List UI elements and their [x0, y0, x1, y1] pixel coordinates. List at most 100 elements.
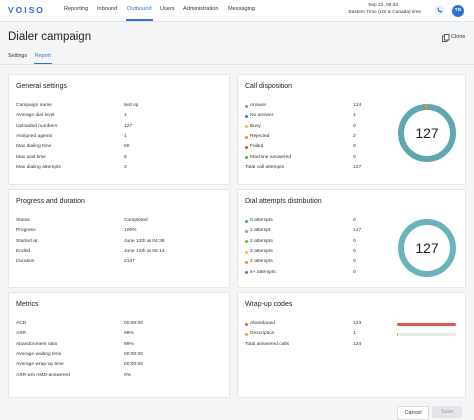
row-label: 0 attempts — [250, 219, 273, 224]
row-label: Abandoned — [250, 322, 275, 327]
row-label: Total answered calls — [245, 343, 289, 348]
row-label: Description — [250, 332, 274, 337]
save-button[interactable]: Save — [432, 406, 462, 418]
legend-dot — [245, 105, 248, 108]
clone-icon — [442, 34, 450, 42]
row-value: 0 — [353, 240, 356, 245]
row-value: 0 — [353, 219, 356, 224]
row-label: Max wait time — [16, 156, 46, 161]
row-value: Completed — [124, 219, 148, 224]
row-value: 127 — [124, 125, 132, 130]
row-value: 99% — [124, 343, 134, 348]
row-value: 1 — [353, 332, 356, 337]
legend-dot — [245, 220, 248, 223]
row-label: Busy — [250, 125, 261, 130]
row-label: Max dialing time — [16, 145, 51, 150]
nav-item[interactable]: Inbound — [97, 7, 117, 13]
nav-item[interactable]: Administration — [183, 7, 218, 13]
row-value: test sp — [124, 104, 138, 109]
row-value: 123 — [353, 322, 361, 327]
phone-icon-bg[interactable] — [435, 6, 445, 16]
nav-active-underline — [126, 19, 153, 21]
tabs-divider — [0, 64, 474, 65]
row-label: 5+ attempts — [250, 271, 276, 276]
nav-item[interactable]: Users — [160, 7, 175, 13]
donut-center: 127 — [407, 126, 447, 140]
row-label: ACD — [16, 322, 26, 327]
card-title: Metrics — [16, 301, 39, 308]
row-label: Status — [16, 219, 30, 224]
row-label: No answer — [250, 114, 273, 119]
legend-dot — [245, 146, 248, 149]
row-label: Campaign name — [16, 104, 52, 109]
row-value: 5 — [124, 156, 127, 161]
row-label: ASR w/o AMD-answered — [16, 374, 70, 379]
row-label: Average dial level — [16, 114, 55, 119]
nav-item[interactable]: Outbound — [127, 7, 152, 13]
row-label: Average waiting time — [16, 353, 61, 358]
row-value: 100% — [124, 229, 137, 234]
row-value: 60 — [124, 145, 129, 150]
row-label: ASR — [16, 332, 26, 337]
bar-fill — [397, 323, 456, 326]
tab[interactable]: Settings — [8, 54, 27, 59]
row-label: 4 attempts — [250, 260, 273, 265]
card-title: Wrap-up codes — [245, 301, 292, 308]
page-title: Dialer campaign — [8, 32, 91, 44]
row-label: Started at — [16, 240, 37, 245]
donut-center: 127 — [407, 241, 447, 255]
row-value: 1 — [124, 114, 127, 119]
row-value: 127 — [353, 229, 361, 234]
row-label: Machine answered — [250, 156, 291, 161]
row-value: June 12th at 04:38 — [124, 240, 165, 245]
card-title: Call disposition — [245, 83, 292, 90]
clone-button[interactable]: Clone — [451, 35, 465, 41]
nav-item[interactable]: Messaging — [228, 7, 255, 13]
row-value: 3 — [124, 166, 127, 171]
logo: VOISO — [8, 6, 45, 15]
cancel-button[interactable]: Cancel — [397, 406, 429, 420]
row-label: Answer — [250, 104, 266, 109]
row-label: 1 attempt — [250, 229, 270, 234]
card-title: General settings — [16, 83, 67, 90]
row-value: 127 — [353, 166, 361, 171]
row-value: 0 — [353, 250, 356, 255]
row-value: 1 — [124, 135, 127, 140]
row-value: 0 — [353, 125, 356, 130]
tab[interactable]: Report — [35, 54, 51, 59]
row-value: 00:00:00 — [124, 353, 143, 358]
row-label: Rejected — [250, 135, 269, 140]
row-label: Average wrap-up time — [16, 363, 64, 368]
row-label: Failed — [250, 145, 263, 150]
row-value: 1 — [353, 114, 356, 119]
row-value: 00:00:00 — [124, 322, 143, 327]
row-value: 0 — [353, 260, 356, 265]
datetime: Sep 22, 09:33 — [368, 4, 398, 9]
legend-dot — [245, 323, 248, 326]
row-value: 0 — [353, 156, 356, 161]
timezone: Eastern Time (US & Canada) time — [348, 11, 421, 16]
row-value: 0 — [353, 271, 356, 276]
legend-dot — [245, 136, 248, 139]
card-title: Progress and duration — [16, 198, 85, 205]
row-value: 0 — [353, 145, 356, 150]
legend-dot — [245, 261, 248, 264]
row-label: Max dialing attempts — [16, 166, 61, 171]
row-label: Assigned agents — [16, 135, 52, 140]
avatar[interactable]: TB — [452, 5, 464, 17]
row-label: Uploaded numbers — [16, 125, 57, 130]
nav-item[interactable]: Reporting — [64, 7, 88, 13]
row-value: June 12th at 05:14 — [124, 250, 165, 255]
card-title: Dial attempts distribution — [245, 198, 322, 205]
legend-dot — [245, 251, 248, 254]
row-value: 124 — [353, 343, 361, 348]
row-label: Total call attempts — [245, 166, 284, 171]
row-label: Abandonment ratio — [16, 343, 57, 348]
row-value: 2147 — [124, 260, 135, 265]
row-value: 2 — [353, 135, 356, 140]
row-value: 124 — [353, 104, 361, 109]
row-label: Duration — [16, 260, 35, 265]
row-label: Ended — [16, 250, 30, 255]
row-label: Progress — [16, 229, 36, 234]
